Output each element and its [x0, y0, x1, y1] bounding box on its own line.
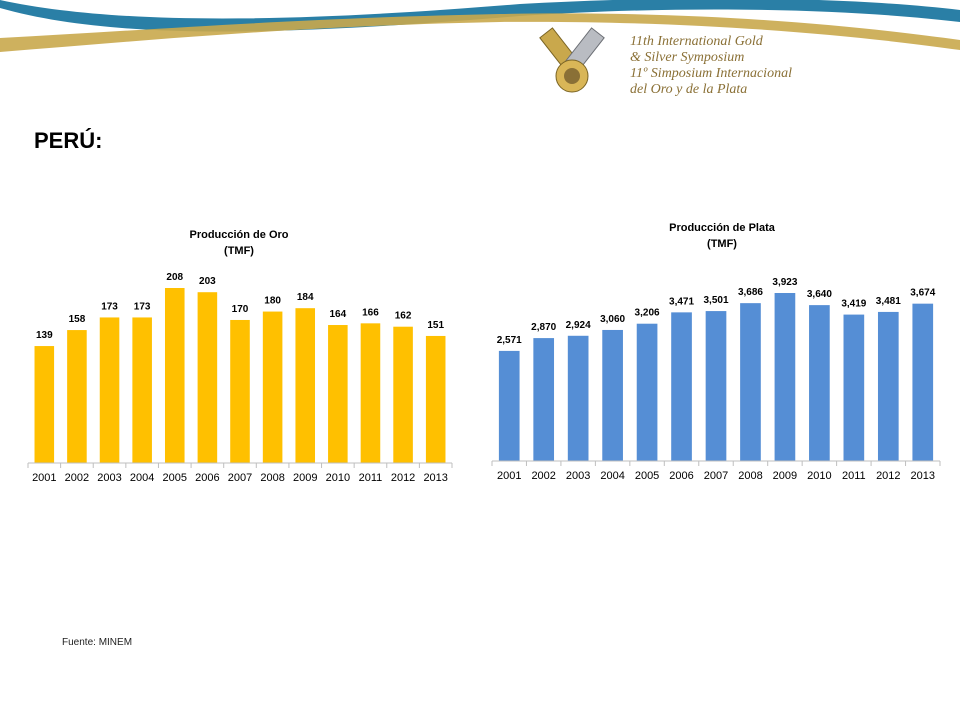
x-tick-label: 2002: [65, 472, 89, 484]
symposium-logo-text: 11th International Gold & Silver Symposi…: [630, 34, 950, 98]
chart-subtitle: (TMF): [224, 245, 254, 257]
x-tick-label: 2013: [423, 472, 447, 484]
bar: [295, 308, 316, 463]
data-label: 151: [427, 320, 444, 331]
bar: [164, 288, 185, 463]
data-label: 139: [36, 330, 53, 341]
data-label: 3,419: [841, 299, 866, 310]
data-label: 3,686: [738, 287, 763, 298]
data-label: 180: [264, 296, 281, 307]
bar: [843, 314, 865, 461]
data-label: 166: [362, 307, 379, 318]
x-tick-label: 2011: [359, 472, 383, 484]
page-title: PERÚ:: [34, 128, 103, 153]
bar: [99, 317, 120, 463]
data-label: 162: [395, 311, 412, 322]
bar: [533, 338, 555, 461]
x-tick-label: 2005: [163, 472, 187, 484]
data-label: 2,924: [566, 320, 591, 331]
x-tick-label: 2013: [911, 470, 935, 482]
bar: [425, 335, 446, 463]
bar: [34, 346, 55, 463]
bar: [705, 311, 727, 461]
source-note: Fuente: MINEM: [62, 637, 133, 648]
data-label: 3,674: [910, 288, 935, 299]
x-tick-label: 2004: [600, 470, 624, 482]
data-label: 3,640: [807, 289, 832, 300]
data-label: 3,060: [600, 314, 625, 325]
data-label: 3,501: [703, 295, 728, 306]
data-label: 158: [69, 314, 86, 325]
x-tick-label: 2008: [738, 470, 762, 482]
bar: [740, 303, 761, 461]
x-tick-label: 2010: [807, 470, 831, 482]
logo-line-1: 11th International Gold: [630, 34, 763, 49]
bar: [230, 319, 250, 463]
data-label: 208: [166, 272, 183, 283]
x-tick-label: 2001: [32, 472, 56, 484]
x-tick-label: 2001: [497, 470, 521, 482]
bar: [393, 326, 413, 463]
data-label: 2,571: [497, 335, 522, 346]
bar: [774, 293, 796, 461]
bar: [912, 303, 934, 461]
header-banner: [0, 0, 960, 93]
data-label: 173: [134, 301, 151, 312]
data-label: 2,870: [531, 322, 556, 333]
x-tick-label: 2009: [773, 470, 797, 482]
bar: [636, 323, 658, 461]
data-label: 3,481: [876, 296, 901, 307]
chart-title: Producción de Oro: [189, 229, 288, 241]
x-tick-label: 2002: [531, 470, 555, 482]
x-tick-label: 2007: [704, 470, 728, 482]
x-tick-label: 2011: [842, 470, 866, 482]
data-label: 203: [199, 276, 216, 287]
data-label: 3,923: [772, 277, 797, 288]
bar: [602, 329, 623, 461]
x-tick-label: 2005: [635, 470, 659, 482]
bar: [67, 330, 87, 463]
data-label: 184: [297, 292, 314, 303]
x-tick-label: 2007: [228, 472, 252, 484]
data-label: 3,471: [669, 296, 694, 307]
bar: [809, 305, 830, 461]
bar: [132, 317, 152, 463]
logo-line-3: 11º Simposium Internacional: [630, 66, 792, 81]
x-tick-label: 2004: [130, 472, 154, 484]
x-tick-label: 2006: [669, 470, 693, 482]
data-label: 164: [330, 309, 347, 320]
bar: [360, 323, 381, 463]
x-tick-label: 2003: [566, 470, 590, 482]
data-label: 173: [101, 301, 118, 312]
x-tick-label: 2003: [97, 472, 121, 484]
x-tick-label: 2008: [260, 472, 284, 484]
data-label: 170: [232, 304, 249, 315]
chart-title: Producción de Plata: [669, 222, 776, 234]
banner-gold-swoosh: [0, 13, 960, 53]
logo-line-2: & Silver Symposium: [630, 50, 745, 65]
bar: [567, 335, 589, 461]
bar: [262, 311, 283, 463]
x-tick-label: 2009: [293, 472, 317, 484]
bar: [671, 312, 692, 461]
bar: [197, 292, 218, 463]
chart-subtitle: (TMF): [707, 238, 737, 250]
bar: [328, 325, 348, 463]
x-tick-label: 2010: [326, 472, 350, 484]
x-tick-label: 2006: [195, 472, 219, 484]
x-tick-label: 2012: [876, 470, 900, 482]
crossed-gold-silver-bars-icon: [539, 27, 605, 93]
x-tick-label: 2012: [391, 472, 415, 484]
bar: [498, 350, 520, 461]
bar: [877, 311, 899, 461]
logo-line-4: del Oro y de la Plata: [630, 82, 748, 97]
data-label: 3,206: [635, 308, 660, 319]
